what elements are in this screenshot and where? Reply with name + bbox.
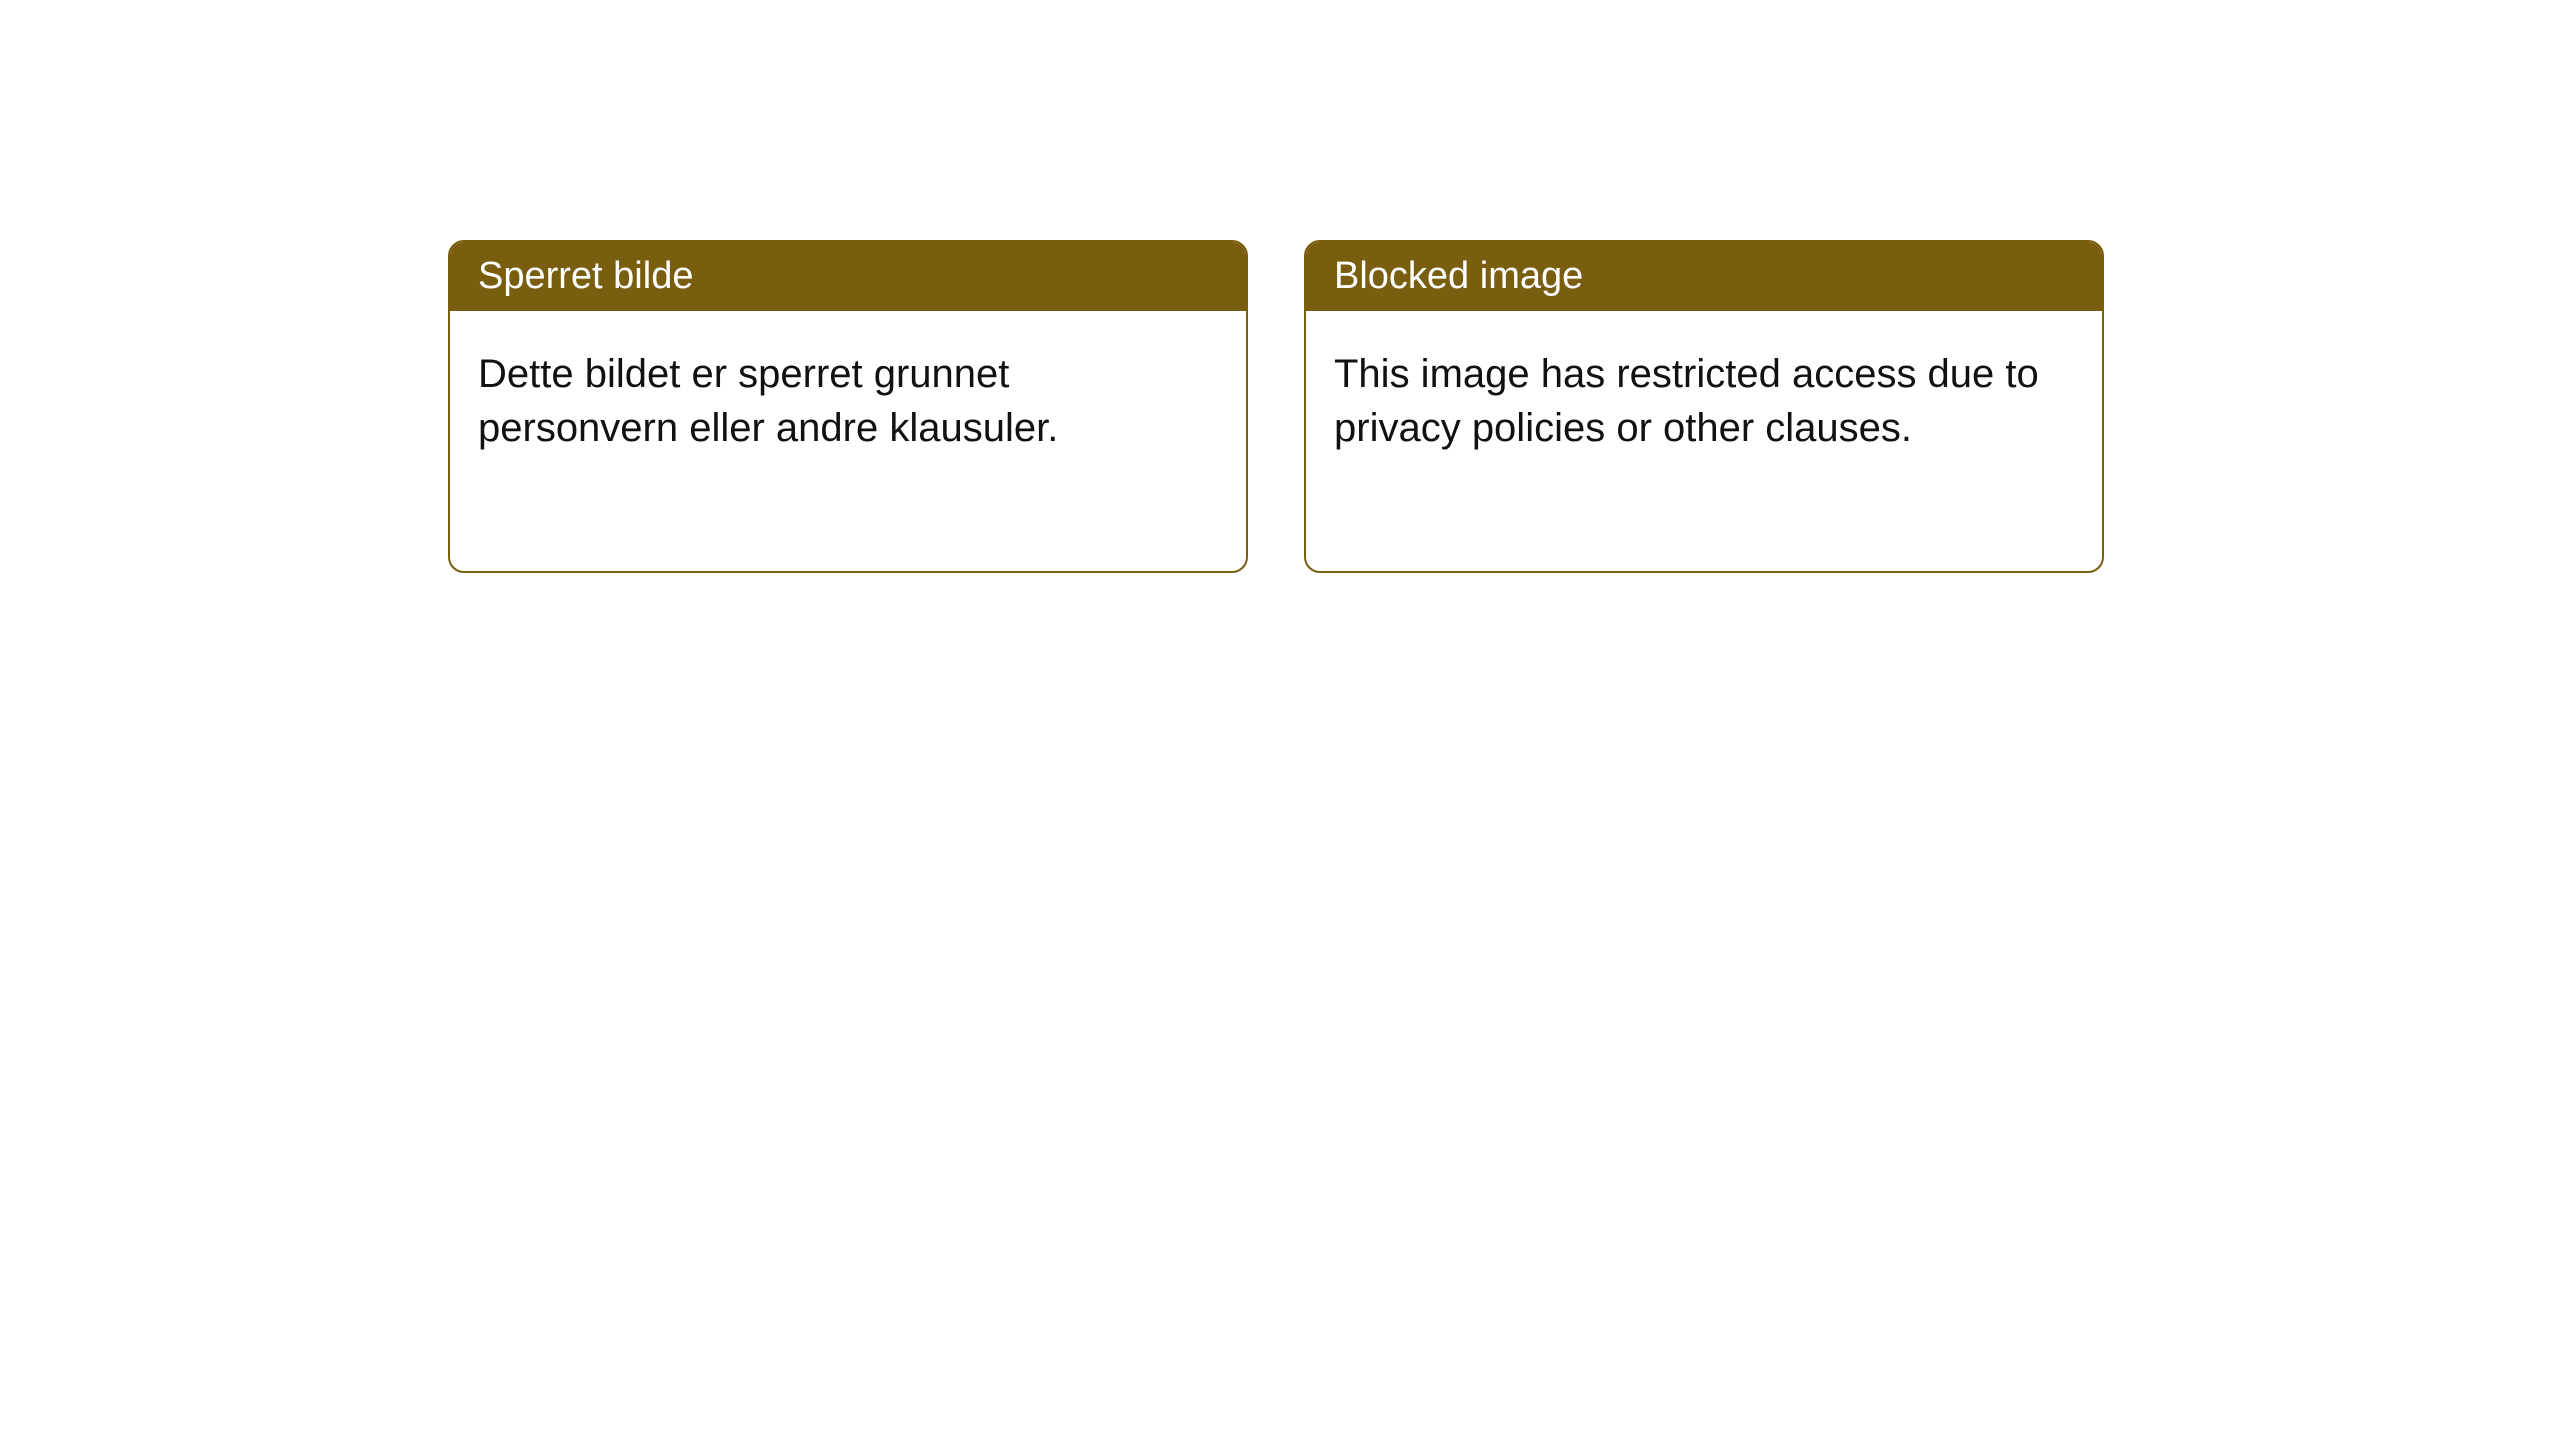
notice-body-english: This image has restricted access due to … xyxy=(1306,311,2102,571)
notice-card-norwegian: Sperret bilde Dette bildet er sperret gr… xyxy=(448,240,1248,573)
notice-title-english: Blocked image xyxy=(1306,242,2102,311)
notice-card-english: Blocked image This image has restricted … xyxy=(1304,240,2104,573)
notice-body-norwegian: Dette bildet er sperret grunnet personve… xyxy=(450,311,1246,571)
notice-container: Sperret bilde Dette bildet er sperret gr… xyxy=(0,0,2560,573)
notice-title-norwegian: Sperret bilde xyxy=(450,242,1246,311)
